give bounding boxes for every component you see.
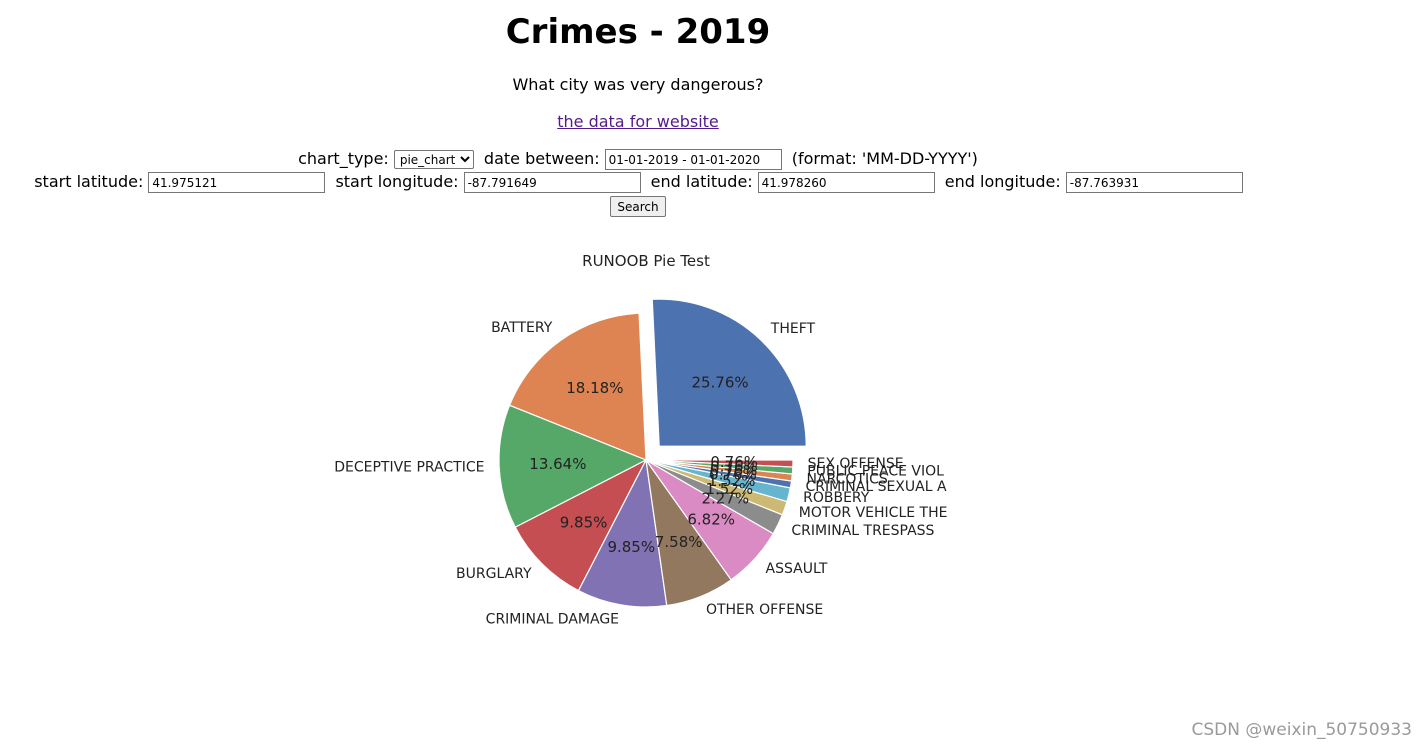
pie-slice-burglary bbox=[514, 458, 648, 592]
end-latitude-label: end latitude: bbox=[650, 172, 753, 191]
search-button[interactable]: Search bbox=[610, 196, 666, 217]
slice-label: MOTOR VEHICLE THE bbox=[799, 505, 948, 521]
start-latitude-input[interactable] bbox=[148, 172, 326, 193]
pie-slice-deceptive-practice bbox=[498, 404, 648, 529]
data-link[interactable]: the data for website bbox=[557, 112, 719, 131]
slice-percent-label: 0.76% bbox=[710, 453, 758, 471]
slice-percent-label: 1.52% bbox=[708, 472, 756, 490]
start-latitude-label: start latitude: bbox=[34, 172, 144, 191]
slice-label: BATTERY bbox=[491, 320, 553, 336]
page-title: Crimes - 2019 bbox=[505, 12, 771, 52]
end-longitude-label: end longitude: bbox=[944, 172, 1061, 191]
slice-percent-label: 7.58% bbox=[655, 533, 703, 551]
slice-percent-label: 0.76% bbox=[710, 457, 758, 475]
slice-label: THEFT bbox=[770, 321, 816, 337]
slice-percent-label: 0.76% bbox=[709, 466, 757, 484]
slice-percent-label: 18.18% bbox=[566, 379, 623, 397]
date-format-hint: (format: 'MM-DD-YYYY') bbox=[791, 149, 978, 168]
slice-label: NARCOTICS bbox=[807, 471, 888, 487]
slice-label: OTHER OFFENSE bbox=[706, 602, 823, 618]
slice-percent-label: 6.82% bbox=[687, 510, 735, 528]
end-latitude-input[interactable] bbox=[757, 172, 935, 193]
pie-slice-theft bbox=[651, 298, 807, 447]
form-row-coordinates: start latitude: start longitude: end lat… bbox=[0, 171, 1276, 193]
pie-slice-battery bbox=[508, 312, 647, 461]
slice-percent-label: 9.85% bbox=[607, 538, 655, 556]
chart-type-select[interactable]: pie_chart bbox=[393, 150, 474, 169]
slice-percent-label: 2.27% bbox=[701, 490, 749, 508]
start-longitude-input[interactable] bbox=[463, 172, 641, 193]
slice-label: ROBBERY bbox=[803, 490, 870, 506]
date-range-input[interactable] bbox=[604, 149, 782, 170]
date-label: date between: bbox=[483, 149, 600, 168]
slice-percent-label: 25.76% bbox=[691, 373, 748, 391]
end-longitude-input[interactable] bbox=[1065, 172, 1243, 193]
slice-label: CRIMINAL TRESPASS bbox=[791, 523, 934, 539]
slice-label: PUBLIC PEACE VIOL bbox=[807, 464, 944, 480]
chart-type-label: chart_type: bbox=[298, 149, 389, 168]
slice-percent-label: 1.52% bbox=[705, 480, 753, 498]
slice-label: SEX OFFENSE bbox=[808, 456, 904, 472]
slice-label: ASSAULT bbox=[766, 561, 828, 577]
slice-percent-label: 0.76% bbox=[710, 462, 758, 480]
slice-percent-label: 13.64% bbox=[529, 455, 586, 473]
start-longitude-label: start longitude: bbox=[335, 172, 459, 191]
slice-label: DECEPTIVE PRACTICE bbox=[334, 460, 484, 476]
pie-slice-sex-offense bbox=[645, 459, 794, 468]
data-link-container: the data for website bbox=[0, 111, 1276, 133]
chart-title: RUNOOB Pie Test bbox=[582, 252, 710, 270]
page-subtitle: What city was very dangerous? bbox=[512, 75, 764, 94]
slice-label: BURGLARY bbox=[456, 566, 532, 582]
form-row-submit: Search bbox=[0, 195, 1276, 217]
watermark: CSDN @weixin_50750933 bbox=[1191, 720, 1412, 740]
pie-slice-criminal-damage bbox=[577, 458, 668, 608]
slice-label: CRIMINAL SEXUAL A bbox=[805, 479, 947, 495]
slice-label: CRIMINAL DAMAGE bbox=[486, 611, 619, 627]
slice-percent-label: 9.85% bbox=[560, 513, 608, 531]
form-row-type-date: chart_type:pie_chart date between: (form… bbox=[0, 148, 1276, 170]
